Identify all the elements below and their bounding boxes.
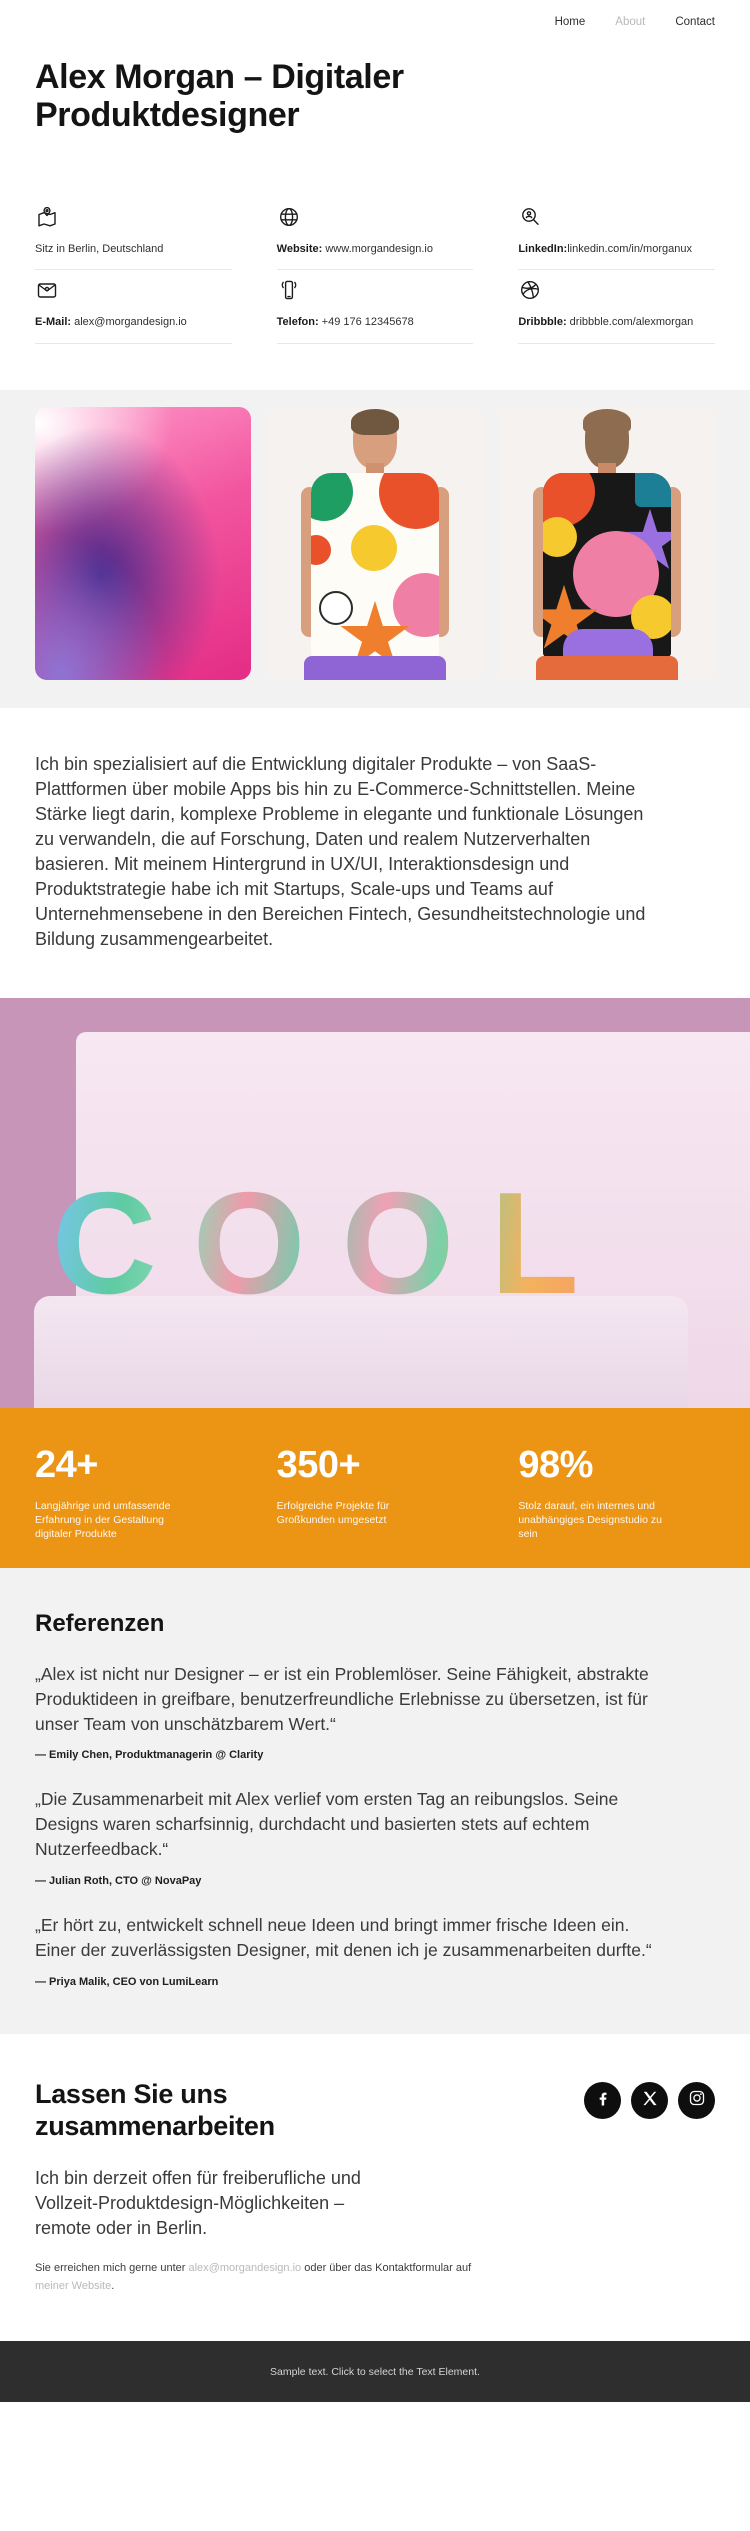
facebook-icon xyxy=(593,2088,613,2113)
tank-top-front-print xyxy=(311,472,439,657)
contact-label: Dribbble: xyxy=(518,316,570,329)
gallery-image-tank-top-back xyxy=(499,406,715,680)
model-pants xyxy=(304,655,446,680)
x-twitter-button[interactable] xyxy=(631,2081,668,2119)
cta-body-text: Ich bin derzeit offen für freiberufliche… xyxy=(35,2168,361,2239)
portfolio-gallery xyxy=(0,389,750,708)
contact-phone-text: Telefon: +49 176 12345678 xyxy=(277,314,467,331)
nav-item-about[interactable]: About xyxy=(615,16,646,28)
testimonial-attribution: — Priya Malik, CEO von LumiLearn xyxy=(35,1975,219,1988)
contact-email: E-Mail: alex@morgandesign.io xyxy=(35,278,232,344)
email-icon xyxy=(35,283,59,306)
linkedin-icon xyxy=(518,207,542,233)
stat-caption: Erfolgreiche Projekte für Großkunden umg… xyxy=(276,1499,390,1527)
instagram-icon xyxy=(687,2088,707,2113)
page-title: Alex Morgan – Digitaler Produktdesigner xyxy=(35,58,404,135)
contact-value[interactable]: www.morgandesign.io xyxy=(325,242,433,255)
contact-value: Sitz in Berlin, Deutschland xyxy=(35,242,164,255)
x-twitter-icon xyxy=(640,2088,660,2113)
footer-bar: Sample text. Click to select the Text El… xyxy=(0,2341,750,2403)
hero-word: COOL xyxy=(52,1161,615,1324)
contact-value[interactable]: alex@morgandesign.io xyxy=(74,316,187,329)
phone-icon xyxy=(277,281,301,306)
contact-location-text: Sitz in Berlin, Deutschland xyxy=(35,241,225,258)
gallery-image-abstract-gradient xyxy=(35,406,251,680)
contact-website-text: Website: www.morgandesign.io xyxy=(277,241,467,258)
map-icon xyxy=(35,206,59,233)
about-section: Ich bin spezialisiert auf die Entwicklun… xyxy=(0,708,750,952)
gallery-image-tank-top-front xyxy=(267,406,483,680)
stat-caption: Stolz darauf, ein internes und unabhängi… xyxy=(518,1499,662,1541)
testimonial-quote: „Alex ist nicht nur Designer – er ist ei… xyxy=(35,1663,649,1734)
testimonial-quote: „Er hört zu, entwickelt schnell neue Ide… xyxy=(35,1915,652,1960)
cta-note-prefix: Sie erreichen mich gerne unter xyxy=(35,2261,189,2274)
stat-value: 350+ xyxy=(276,1443,361,1486)
contact-value[interactable]: linkedin.com/in/morganux xyxy=(567,242,692,255)
nav-item-contact[interactable]: Contact xyxy=(675,16,715,28)
contact-dribbble: Dribbble: dribbble.com/alexmorgan xyxy=(518,278,715,344)
social-links xyxy=(584,2078,715,2119)
stat-caption: Langjährige und umfassende Erfahrung in … xyxy=(35,1499,171,1541)
cta-website-link[interactable]: meiner Website xyxy=(35,2280,112,2293)
testimonials-heading: Referenzen xyxy=(35,1609,165,1637)
contact-value[interactable]: dribbble.com/alexmorgan xyxy=(569,316,694,329)
hero-shelf xyxy=(34,1295,688,1408)
tank-top-back-print xyxy=(543,472,671,657)
testimonial-quote: „Die Zusammenarbeit mit Alex verlief vom… xyxy=(35,1789,619,1860)
dribbble-icon xyxy=(518,281,542,306)
stat-satisfaction: 98% Stolz darauf, ein internes und unabh… xyxy=(518,1444,715,1568)
contact-label: E-Mail: xyxy=(35,316,75,329)
contact-phone: Telefon: +49 176 12345678 xyxy=(276,278,474,344)
contact-info-grid: Sitz in Berlin, Deutschland Website: www… xyxy=(35,197,715,344)
hero-cool-image: COOL xyxy=(0,997,750,1408)
instagram-button[interactable] xyxy=(678,2081,715,2119)
contact-website: Website: www.morgandesign.io xyxy=(276,205,474,271)
nav-item-home[interactable]: Home xyxy=(554,16,586,28)
model-shorts xyxy=(536,655,678,680)
facebook-button[interactable] xyxy=(584,2081,621,2119)
contact-linkedin-text: LinkedIn:linkedin.com/in/morganux xyxy=(518,241,708,258)
testimonials-section: Referenzen „Alex ist nicht nur Designer … xyxy=(0,1567,750,2034)
about-text: Ich bin spezialisiert auf die Entwicklun… xyxy=(35,753,646,949)
footer-sample-text[interactable]: Sample text. Click to select the Text El… xyxy=(270,2365,480,2378)
stat-experience: 24+ Langjährige und umfassende Erfahrung… xyxy=(35,1444,232,1568)
contact-email-text: E-Mail: alex@morgandesign.io xyxy=(35,314,225,331)
stat-projects: 350+ Erfolgreiche Projekte für Großkunde… xyxy=(277,1444,474,1568)
contact-label: Website: xyxy=(276,242,326,255)
cta-note-suffix: . xyxy=(111,2280,115,2293)
testimonial-attribution: — Julian Roth, CTO @ NovaPay xyxy=(35,1875,202,1887)
model-head xyxy=(351,408,399,469)
contact-label: Telefon: xyxy=(276,316,322,329)
contact-location: Sitz in Berlin, Deutschland xyxy=(35,205,232,271)
top-nav: Home About Contact xyxy=(0,0,750,28)
contact-label: LinkedIn: xyxy=(518,242,568,255)
model-head-back xyxy=(583,408,631,469)
cta-heading: Lassen Sie uns zusammenarbeiten xyxy=(35,2078,275,2142)
cta-section: Lassen Sie uns zusammenarbeiten Ich bin … xyxy=(0,2034,750,2296)
cta-note-middle: oder über das Kontaktformular auf xyxy=(301,2261,472,2274)
contact-value[interactable]: +49 176 12345678 xyxy=(321,316,414,329)
contact-dribbble-text: Dribbble: dribbble.com/alexmorgan xyxy=(518,314,708,331)
cta-note: Sie erreichen mich gerne unter alex@morg… xyxy=(35,2259,500,2295)
stat-value: 24+ xyxy=(35,1443,98,1486)
cta-email-link[interactable]: alex@morgandesign.io xyxy=(188,2261,302,2274)
stat-value: 98% xyxy=(518,1443,593,1486)
contact-linkedin: LinkedIn:linkedin.com/in/morganux xyxy=(518,205,715,271)
globe-icon xyxy=(277,207,301,233)
stats-band: 24+ Langjährige und umfassende Erfahrung… xyxy=(0,1407,750,1568)
testimonial-attribution: — Emily Chen, Produktmanagerin @ Clarity xyxy=(35,1749,264,1762)
